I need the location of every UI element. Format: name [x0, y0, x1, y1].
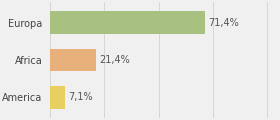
Bar	[50, 86, 66, 109]
Bar	[50, 49, 96, 71]
Text: 71,4%: 71,4%	[208, 18, 239, 28]
Text: 21,4%: 21,4%	[100, 55, 130, 65]
Bar	[50, 11, 205, 34]
Text: 7,1%: 7,1%	[69, 92, 93, 102]
